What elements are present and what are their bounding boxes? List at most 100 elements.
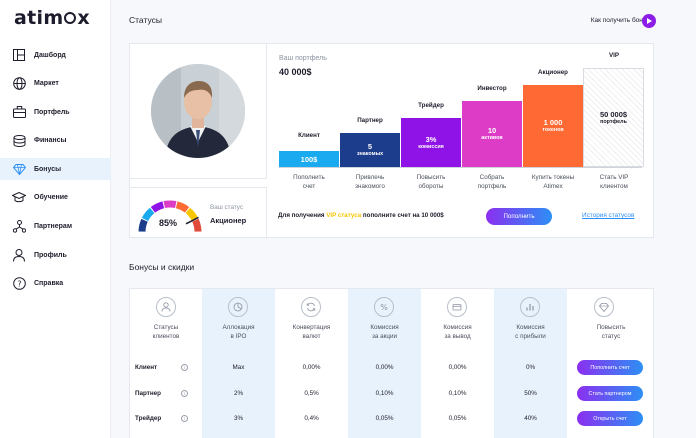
cell-profit: 40% bbox=[524, 415, 537, 422]
your-status-label: Ваш статус bbox=[210, 204, 244, 211]
level-value: 100$ bbox=[300, 154, 318, 164]
gauge-segment bbox=[175, 201, 190, 213]
level-title: Партнер bbox=[357, 117, 383, 124]
sidebar-item-profile[interactable]: Профиль bbox=[0, 244, 111, 266]
cell-fx: 0,5% bbox=[304, 390, 319, 397]
cell-profit: 0% bbox=[525, 364, 536, 371]
cell-fx: 0,4% bbox=[304, 415, 319, 422]
column-header: Комиссия за вывод bbox=[421, 324, 494, 341]
sidebar-item-label: Финансы bbox=[34, 137, 67, 145]
status-card: 85% Ваш статус Акционер Ваш портфель 40 … bbox=[129, 43, 654, 239]
sidebar-item-label: Маркет bbox=[34, 80, 59, 88]
avatar-box bbox=[130, 44, 267, 179]
portfolio-label: Ваш портфель bbox=[279, 55, 327, 62]
svg-text:%: % bbox=[380, 303, 388, 312]
portfolio-value: 40 000$ bbox=[279, 67, 312, 77]
cell-stocks: 0,00% bbox=[375, 364, 394, 371]
level-caption: Повысить обороты bbox=[397, 174, 465, 191]
column-header: Аллокация в IPO bbox=[202, 324, 275, 341]
cell-profit: 50% bbox=[524, 390, 537, 397]
column-header: Комиссия за акции bbox=[348, 324, 421, 341]
level-caption-line: Собрать bbox=[479, 174, 505, 181]
gauge-percent: 85% bbox=[159, 218, 178, 228]
vip-hint: Для получения VIP статуса пополните счет… bbox=[278, 212, 444, 219]
sidebar-item-market[interactable]: Маркет bbox=[0, 73, 111, 95]
level-bar-partner: 5 знакомых bbox=[340, 133, 400, 167]
level-title: Трейдер bbox=[418, 102, 444, 109]
help-icon: ? bbox=[12, 277, 26, 291]
level-caption-line: клиентом bbox=[600, 182, 628, 190]
level-title: VIP bbox=[609, 52, 619, 59]
column-header-line: статус bbox=[601, 332, 621, 340]
diamond-icon bbox=[594, 297, 614, 317]
gauge-segment bbox=[185, 207, 199, 222]
refresh-icon bbox=[301, 297, 321, 317]
play-icon[interactable] bbox=[642, 14, 656, 28]
levels-baseline bbox=[279, 167, 642, 168]
cell-fx: 0,00% bbox=[302, 364, 321, 371]
info-icon[interactable]: i bbox=[181, 415, 188, 422]
bonuses-title: Бонусы и скидки bbox=[129, 262, 195, 272]
user-circle-icon bbox=[156, 297, 176, 317]
column-header-line: Комиссия bbox=[516, 324, 545, 331]
sidebar-item-label: Дашборд bbox=[34, 51, 66, 59]
row-action-button[interactable]: Пополнить счет bbox=[577, 360, 643, 375]
level-sub: знакомых bbox=[356, 151, 384, 158]
status-gauge bbox=[138, 200, 202, 232]
column-header-line: Конвертация bbox=[292, 324, 331, 331]
level-value: 10 bbox=[487, 126, 497, 136]
info-icon[interactable]: i bbox=[181, 364, 188, 371]
gauge-segment bbox=[150, 201, 165, 213]
sidebar-item-label: Профиль bbox=[34, 251, 67, 259]
cell-ipo: 2% bbox=[233, 390, 244, 397]
level-bar-trader: 3% комиссия bbox=[401, 118, 461, 167]
column-header: Статусы клиентов bbox=[130, 324, 202, 341]
level-bar-client: 100$ bbox=[279, 151, 339, 167]
column-header-line: за вывод bbox=[444, 332, 471, 340]
your-status-value: Акционер bbox=[210, 216, 247, 225]
pie-chart-icon bbox=[228, 297, 248, 317]
sidebar-item-dashboard[interactable]: Дашборд bbox=[0, 44, 111, 66]
vip-hint-highlight: VIP статуса bbox=[326, 212, 362, 219]
row-action-button[interactable]: Открыть счет bbox=[577, 411, 643, 426]
portfolio-icon bbox=[12, 105, 26, 119]
level-value: 5 bbox=[367, 142, 373, 152]
level-value: 3% bbox=[425, 134, 437, 144]
vip-hint-prefix: Для получения bbox=[278, 212, 325, 219]
level-caption-line: обороты bbox=[418, 182, 444, 190]
column-header-line: за акции bbox=[371, 332, 398, 340]
gauge-segment bbox=[163, 200, 177, 209]
column-header-line: Комиссия bbox=[443, 324, 472, 331]
sidebar-item-bonuses[interactable]: Бонусы bbox=[0, 158, 111, 181]
sidebar-item-partners[interactable]: Партнерам bbox=[0, 216, 111, 238]
level-sub: комиссия bbox=[418, 143, 444, 150]
status-history-link[interactable]: История статусов bbox=[582, 212, 635, 219]
level-caption: Стать VIP клиентом bbox=[580, 174, 648, 191]
column-header: Конвертация валют bbox=[275, 324, 348, 341]
row-action-button[interactable]: Стать партнером bbox=[577, 386, 643, 401]
level-sub: активов bbox=[481, 135, 503, 142]
logo[interactable]: atim x bbox=[14, 7, 90, 29]
cell-ipo: 3% bbox=[233, 415, 244, 422]
sidebar-nav: Дашборд Маркет Портфель Финансы bbox=[0, 44, 111, 301]
bonuses-table: % Статусы клиентов Аллокация в IPO Конве… bbox=[129, 288, 654, 438]
level-caption-line: знакомого bbox=[355, 182, 385, 190]
level-sub: токенов bbox=[542, 127, 564, 134]
column-header-line: валют bbox=[302, 332, 321, 340]
sidebar-item-learning[interactable]: Обучение bbox=[0, 187, 111, 209]
level-caption-line: Привлечь bbox=[355, 174, 385, 181]
sidebar-item-finance[interactable]: Финансы bbox=[0, 130, 111, 152]
diamond-icon bbox=[12, 162, 26, 176]
topup-button[interactable]: Пополнить bbox=[486, 208, 552, 225]
level-caption-line: Atimex bbox=[543, 182, 563, 190]
level-title: Клиент bbox=[298, 132, 320, 139]
sidebar-item-label: Обучение bbox=[34, 194, 68, 202]
sidebar-item-help[interactable]: ? Справка bbox=[0, 273, 111, 295]
column-header-line: Комиссия bbox=[370, 324, 399, 331]
sidebar-item-portfolio[interactable]: Портфель bbox=[0, 101, 111, 123]
cell-withdraw: 0,00% bbox=[448, 364, 467, 371]
sidebar-item-label: Портфель bbox=[34, 108, 70, 116]
how-to-get-bonuses-link[interactable]: Как получить бонусы bbox=[590, 17, 654, 24]
info-icon[interactable]: i bbox=[181, 390, 188, 397]
